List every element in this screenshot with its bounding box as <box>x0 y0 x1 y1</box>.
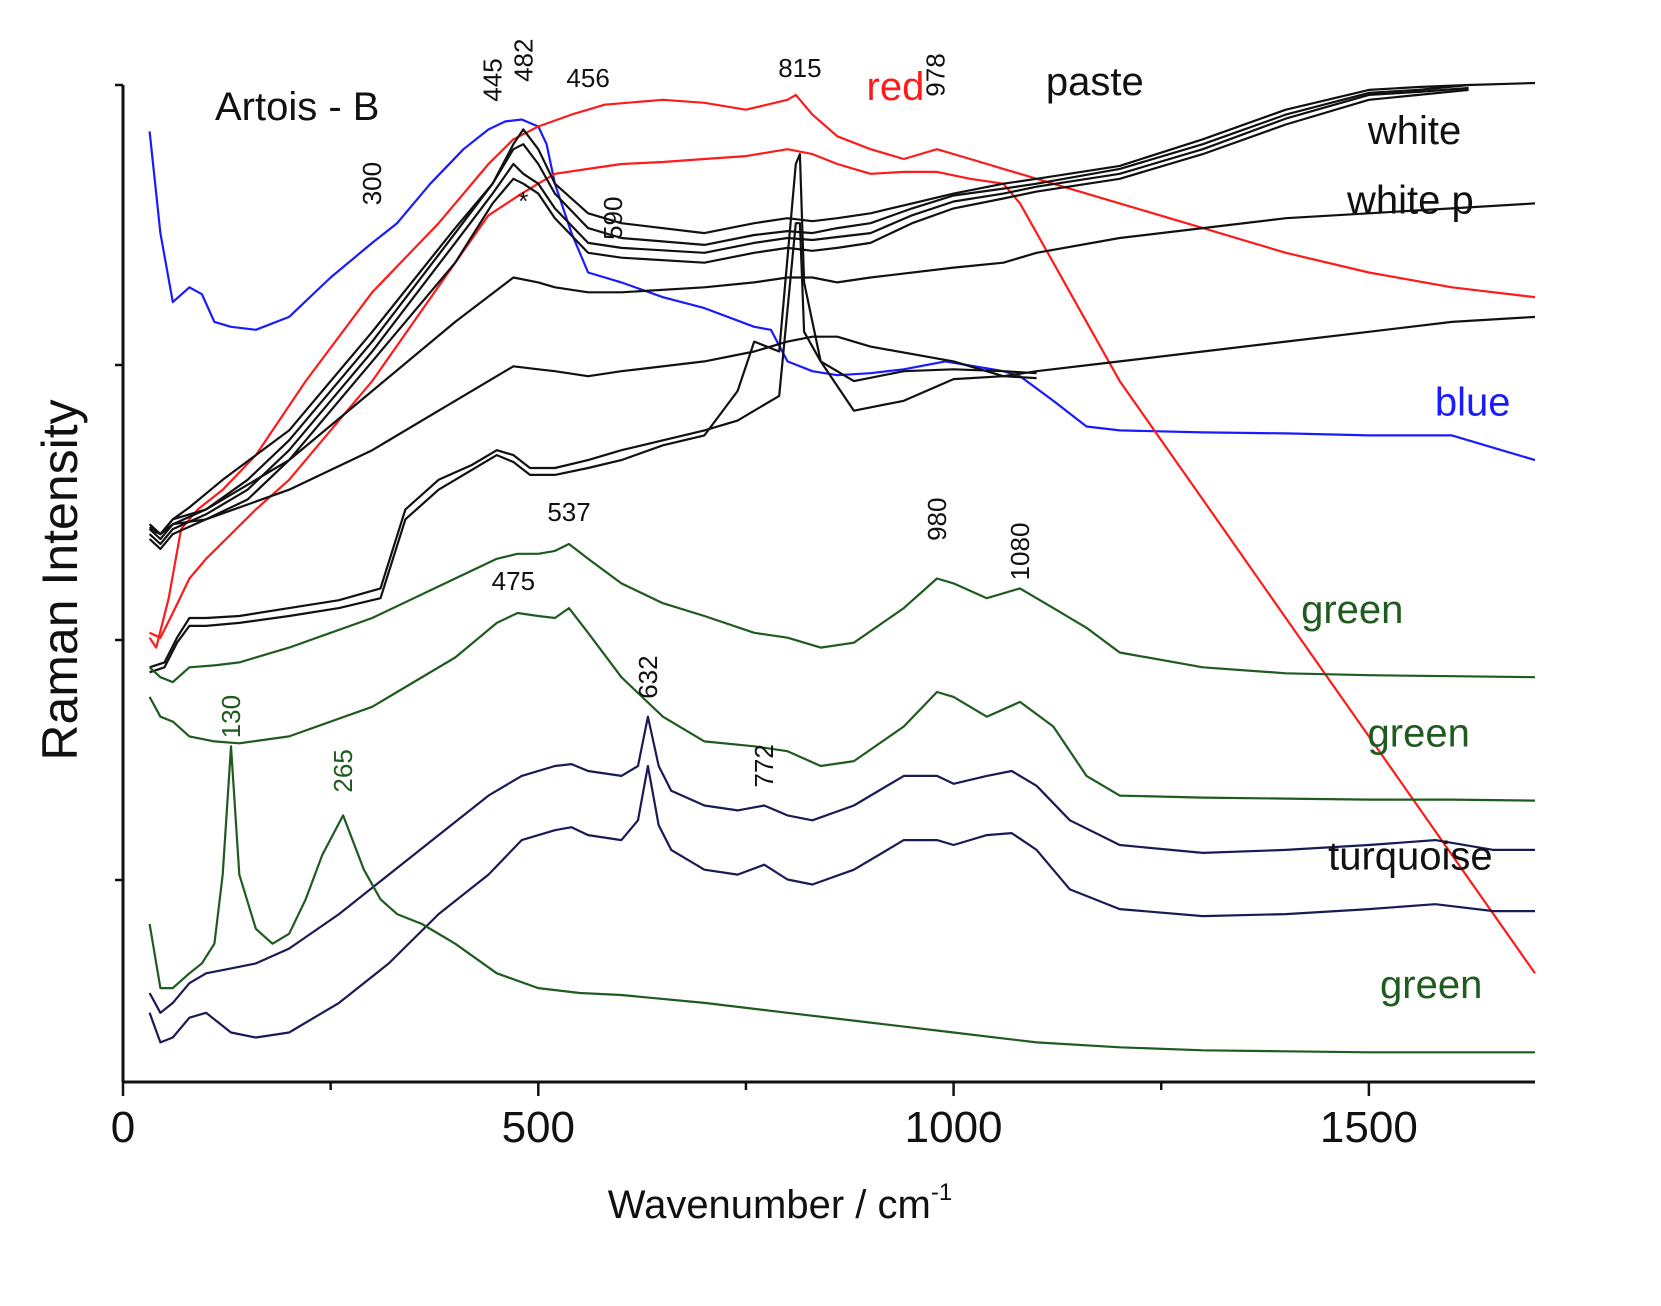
series-line-11 <box>148 542 1536 684</box>
series-line-4 <box>148 86 1469 546</box>
series-line-8 <box>149 315 1536 536</box>
curve-label: green <box>1380 963 1482 1007</box>
curve-label: turquoise <box>1328 835 1493 879</box>
curve-label: white <box>1367 109 1461 153</box>
series-line-14 <box>148 764 1535 1044</box>
x-axis-label-text: Wavenumber <box>608 1183 844 1227</box>
curve-label: green <box>1301 588 1403 632</box>
peak-label: 456 <box>566 63 609 93</box>
peak-label: 590 <box>598 197 628 240</box>
peak-label: 537 <box>547 497 590 527</box>
series-line-3 <box>148 88 1469 550</box>
x-tick-label: 1500 <box>1320 1103 1418 1152</box>
series-layer <box>148 81 1536 1054</box>
series-line-1 <box>148 93 1536 649</box>
x-axis-label: Wavenumber / cm-1 <box>608 1179 952 1227</box>
peak-label: 482 <box>508 39 538 82</box>
series-line-9 <box>149 222 1037 669</box>
peak-label: 300 <box>357 162 387 205</box>
x-axis-label-unit: cm <box>878 1183 931 1227</box>
x-tick-label: 500 <box>502 1103 575 1152</box>
series-line-10 <box>149 153 1037 674</box>
curve-label: red <box>867 65 925 109</box>
curve-label: white p <box>1346 178 1474 222</box>
x-tick-label: 1000 <box>905 1103 1003 1152</box>
series-line-0 <box>148 118 1536 462</box>
peak-label: 265 <box>328 749 358 792</box>
series-line-13 <box>148 715 1535 1014</box>
peak-label: 475 <box>492 566 535 596</box>
x-tick-label: 0 <box>111 1103 135 1152</box>
peak-label: 1080 <box>1005 523 1035 581</box>
curve-label: green <box>1368 711 1470 755</box>
series-line-12 <box>148 607 1536 802</box>
peak-label: 815 <box>778 53 821 83</box>
x-axis-label-unit-exponent: -1 <box>931 1179 952 1206</box>
curve-label: blue <box>1435 381 1511 425</box>
x-axis-label-separator: / <box>844 1183 877 1227</box>
axes: 0 500 1000 1500 <box>111 83 1535 1152</box>
y-axis-label: Raman Intensity <box>32 399 88 760</box>
peak-label: 772 <box>749 744 779 787</box>
peak-label: 130 <box>216 695 246 738</box>
peak-label: 978 <box>920 53 950 96</box>
series-line-15 <box>148 745 1535 1054</box>
peak-label: 445 <box>478 58 508 101</box>
chart-title: Artois - B <box>215 85 379 129</box>
annotation-layer: 445 482 456 815 978 300 590 * 537 475 980 1080 130 26… <box>216 39 1511 1007</box>
series-line-2 <box>149 148 1536 974</box>
peak-label: 632 <box>633 655 663 698</box>
series-line-5 <box>148 83 1469 541</box>
peak-label: * <box>518 186 528 216</box>
series-line-6 <box>148 81 1536 536</box>
peak-label: 980 <box>922 498 952 541</box>
series-line-7 <box>149 202 1536 536</box>
curve-label: paste <box>1046 60 1144 104</box>
